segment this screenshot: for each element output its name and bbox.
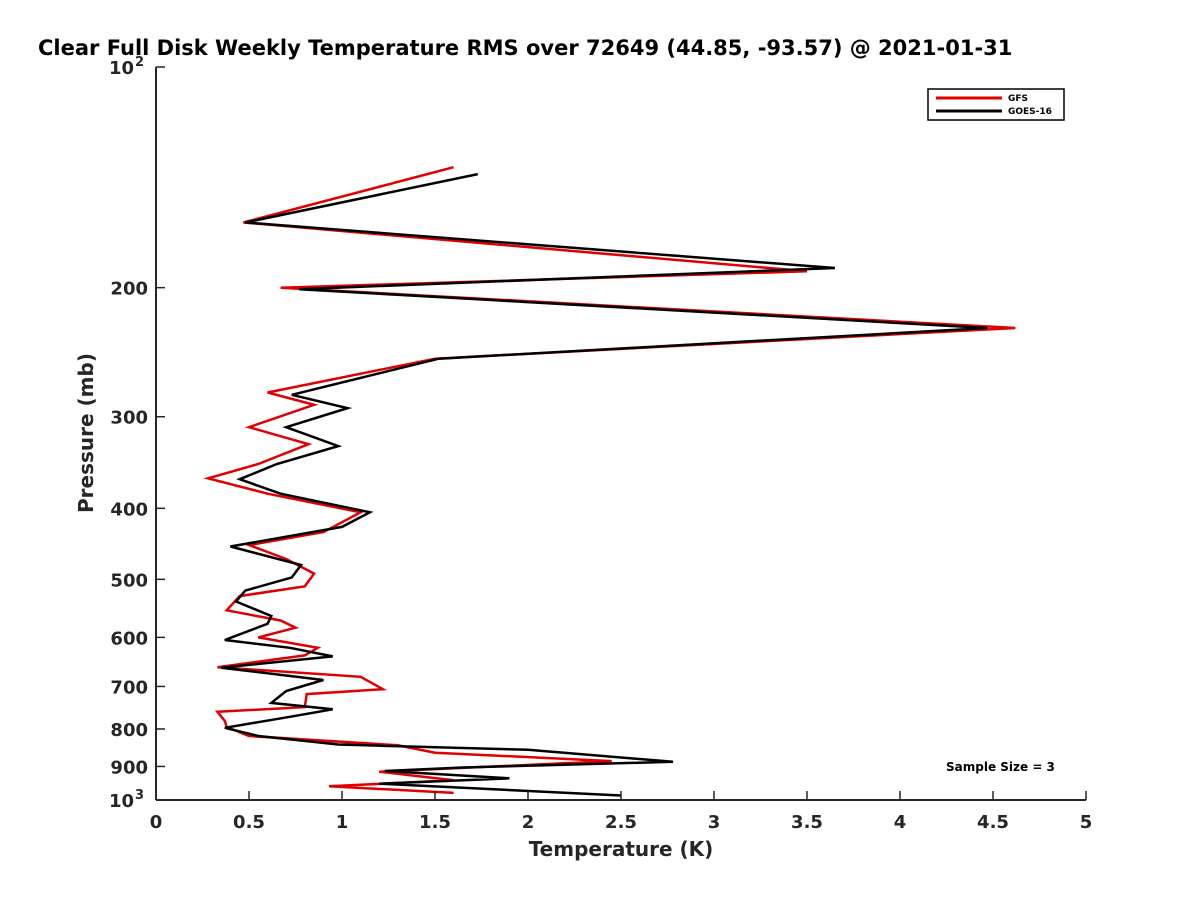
y-tick-exponent: 2: [135, 55, 144, 70]
legend-label-gfs: GFS: [1008, 94, 1028, 104]
x-tick-label: 4.5: [977, 812, 1009, 833]
series-line-gfs: [203, 165, 1016, 795]
chart-title: Clear Full Disk Weekly Temperature RMS o…: [38, 36, 1012, 60]
x-tick-label: 1.5: [419, 812, 451, 833]
x-tick-label: 0.5: [233, 812, 265, 833]
legend-box: [927, 88, 1065, 121]
y-tick-label: 600: [110, 628, 148, 649]
y-axis-label: Pressure (mb): [74, 353, 98, 513]
x-tick-label: 5: [1080, 812, 1093, 833]
x-ticks: 0 0.5 1 1.5 2 2.5 3 3.5 4 4.5 5: [150, 791, 1093, 833]
y-tick-label: 800: [110, 720, 148, 741]
x-tick-label: 2.5: [605, 812, 637, 833]
sample-size-annotation: Sample Size = 3: [946, 760, 1055, 774]
x-tick-label: 3: [708, 812, 721, 833]
y-tick-label: 500: [110, 570, 148, 591]
x-axis-label: Temperature (K): [529, 837, 714, 861]
y-tick-label: 300: [110, 408, 148, 429]
x-tick-label: 1: [336, 812, 349, 833]
x-tick-label: 3.5: [791, 812, 823, 833]
y-tick-label: 200: [110, 279, 148, 300]
y-tick-label: 10: [109, 791, 134, 812]
y-tick-exponent: 3: [135, 788, 144, 803]
x-tick-label: 0: [150, 812, 163, 833]
plot-area: [203, 165, 1016, 797]
y-tick-label: 900: [110, 757, 148, 778]
y-tick-label: 10: [109, 58, 134, 79]
legend: GFS GOES-16: [927, 88, 1065, 121]
y-tick-label: 700: [110, 677, 148, 698]
x-tick-label: 4: [894, 812, 907, 833]
legend-label-goes16: GOES-16: [1008, 107, 1052, 117]
x-tick-label: 2: [522, 812, 535, 833]
series-line-goes-16: [220, 172, 988, 797]
y-tick-label: 400: [110, 499, 148, 520]
